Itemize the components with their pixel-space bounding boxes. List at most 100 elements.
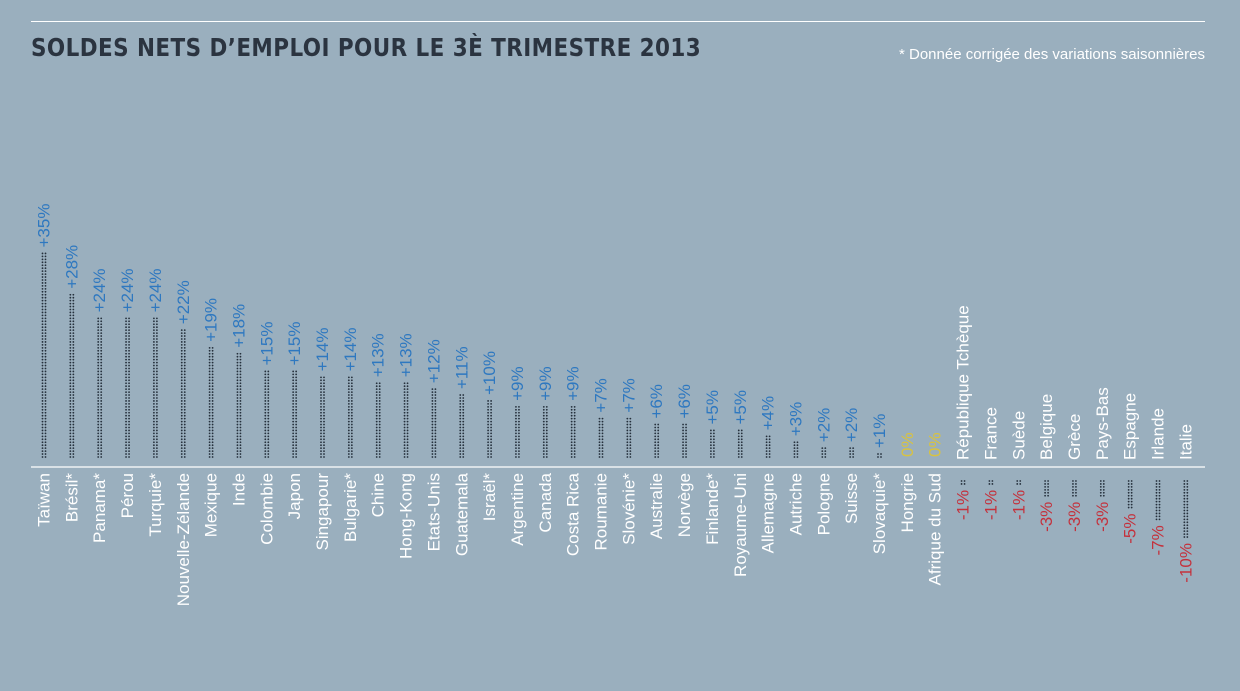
bar-colombie <box>264 370 270 458</box>
category-label-japon: Japon <box>285 473 304 519</box>
category-label-singapour: Singapour <box>313 473 332 551</box>
value-label-royaume-uni: +5% <box>731 390 750 425</box>
bar-singapour <box>320 376 325 458</box>
value-label-costa-rica: +9% <box>564 366 583 401</box>
value-label-italie: -10% <box>1176 543 1195 583</box>
value-label-republique-tcheque: -1% <box>954 490 973 520</box>
bar-bresil <box>69 293 75 458</box>
category-label-irlande: Irlande <box>1149 408 1168 460</box>
category-label-nouvelle-zelande: Nouvelle-Zélande <box>174 473 193 606</box>
value-label-chine: +13% <box>369 333 388 377</box>
category-label-chine: Chine <box>369 473 388 517</box>
value-label-suisse: +2% <box>842 408 861 443</box>
category-label-argentine: Argentine <box>508 473 527 546</box>
value-label-nouvelle-zelande: +22% <box>174 280 193 324</box>
category-label-perou: Pérou <box>118 473 137 518</box>
category-label-republique-tcheque: République Tchèque <box>954 305 973 460</box>
category-label-allemagne: Allemagne <box>759 473 778 553</box>
value-label-suede: -1% <box>1009 490 1028 520</box>
value-label-israel: +10% <box>480 351 499 395</box>
bar-belgique <box>1044 480 1049 497</box>
value-label-etats-unis: +12% <box>424 339 443 383</box>
bar-republique-tcheque <box>960 480 966 485</box>
bar-norvege <box>682 423 687 458</box>
value-label-belgique: -3% <box>1037 502 1056 532</box>
value-label-pologne: +2% <box>814 408 833 443</box>
category-label-italie: Italie <box>1176 424 1195 460</box>
category-label-slovenie: Slovénie* <box>619 473 638 545</box>
category-label-costa-rica: Costa Rica <box>564 472 583 556</box>
value-label-afrique-du-sud: 0% <box>926 432 945 457</box>
bar-hong-kong <box>403 382 409 458</box>
category-label-inde: Inde <box>229 473 248 506</box>
category-label-turquie: Turquie* <box>146 473 165 537</box>
category-label-colombie: Colombie <box>257 473 276 545</box>
value-label-japon: +15% <box>285 322 304 366</box>
category-label-canada: Canada <box>536 472 555 532</box>
bar-perou <box>125 317 130 458</box>
bar-slovenie <box>626 417 632 458</box>
bar-turquie <box>153 317 158 458</box>
bar-finlande <box>710 429 715 458</box>
category-label-bulgarie: Bulgarie* <box>341 473 360 542</box>
bar-costa-rica <box>570 405 576 458</box>
bar-espagne <box>1127 480 1133 509</box>
bar-panama <box>97 317 103 458</box>
value-label-australie: +6% <box>647 384 666 419</box>
value-label-irlande: -7% <box>1149 525 1168 555</box>
category-label-france: France <box>981 407 1000 460</box>
bar-bulgarie <box>347 376 353 458</box>
value-label-grece: -3% <box>1065 502 1084 532</box>
value-label-bresil: +28% <box>62 245 81 289</box>
value-label-singapour: +14% <box>313 327 332 371</box>
value-label-slovenie: +7% <box>619 378 638 413</box>
value-label-guatemala: +11% <box>452 346 471 389</box>
value-label-hongrie: 0% <box>898 432 917 457</box>
value-label-slovaquie: +1% <box>870 414 889 449</box>
category-label-etats-unis: Etats-Unis <box>424 473 443 551</box>
value-label-hong-kong: +13% <box>397 333 416 377</box>
value-label-france: -1% <box>981 490 1000 520</box>
bar-grece <box>1072 480 1077 497</box>
category-label-roumanie: Roumanie <box>592 473 611 551</box>
chart-title: SOLDES NETS D’EMPLOI POUR LE 3È TRIMESTR… <box>31 33 702 62</box>
bar-mexique <box>208 346 214 458</box>
category-label-grece: Grèce <box>1065 414 1084 460</box>
bar-chine <box>375 382 381 458</box>
value-label-colombie: +15% <box>257 322 276 366</box>
category-label-pays-bas: Pays-Bas <box>1093 387 1112 460</box>
seasonal-adjustment-note: * Donnée corrigée des variations saisonn… <box>898 46 1205 63</box>
category-label-royaume-uni: Royaume-Uni <box>731 473 750 577</box>
bar-guatemala <box>459 394 465 458</box>
category-label-espagne: Espagne <box>1121 393 1140 460</box>
bar-royaume-uni <box>737 429 743 458</box>
category-label-israel: Israël* <box>480 473 499 522</box>
bar-canada <box>542 405 548 458</box>
category-label-slovaquie: Slovaquie* <box>870 473 889 555</box>
category-label-bresil: Brésil* <box>62 473 81 523</box>
category-label-autriche: Autriche <box>786 473 805 535</box>
bar-japon <box>292 370 298 458</box>
bar-australie <box>654 423 660 458</box>
category-label-belgique: Belgique <box>1037 394 1056 460</box>
bar-france <box>988 480 994 485</box>
category-label-hong-kong: Hong-Kong <box>397 473 416 559</box>
value-label-turquie: +24% <box>146 268 165 312</box>
bars-layer <box>41 252 1189 538</box>
value-label-perou: +24% <box>118 268 137 312</box>
value-label-allemagne: +4% <box>759 396 778 431</box>
bar-allemagne <box>765 435 771 458</box>
bar-argentine <box>515 405 520 458</box>
bar-suisse <box>849 447 855 458</box>
value-label-bulgarie: +14% <box>341 327 360 371</box>
bar-slovaquie <box>877 453 882 458</box>
bar-irlande <box>1155 480 1161 521</box>
category-label-panama: Panama* <box>90 473 109 543</box>
value-label-inde: +18% <box>229 304 248 348</box>
category-label-australie: Australie <box>647 473 666 539</box>
bar-italie <box>1183 480 1189 538</box>
value-label-mexique: +19% <box>202 298 221 342</box>
category-label-hongrie: Hongrie <box>898 473 917 533</box>
value-label-canada: +9% <box>536 366 555 401</box>
bar-israel <box>487 400 492 458</box>
